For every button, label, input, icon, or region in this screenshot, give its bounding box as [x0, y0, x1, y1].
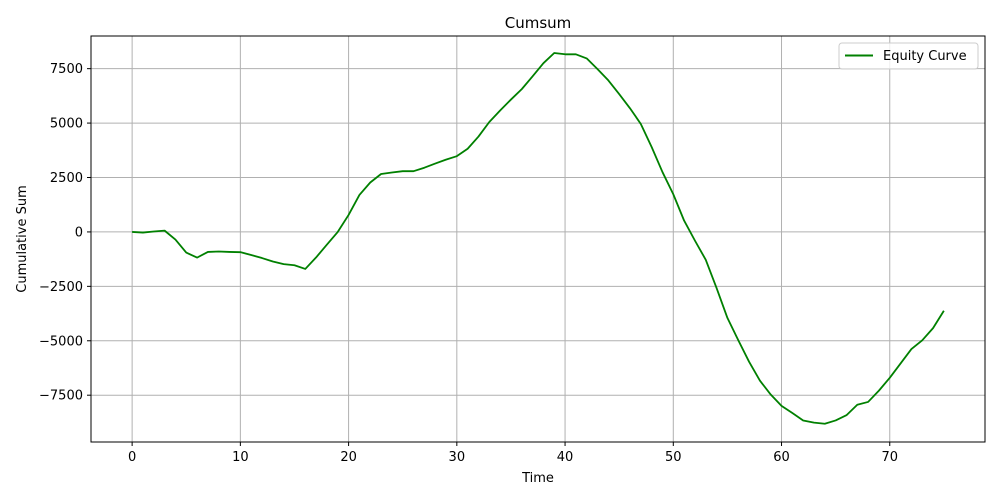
x-axis-label: Time [521, 471, 554, 486]
grid [91, 36, 985, 442]
x-tick-label: 60 [773, 450, 790, 465]
y-tick-label: 7500 [50, 62, 83, 77]
x-tick-label: 20 [340, 450, 357, 465]
y-tick-label: −7500 [39, 389, 83, 404]
plot-frame [90, 35, 986, 443]
x-tick-label: 30 [449, 450, 466, 465]
y-tick-label: 0 [75, 225, 83, 240]
series-layer [132, 52, 945, 425]
y-axis-label: Cumulative Sum [15, 185, 30, 293]
x-axis-ticks: 0 10 20 30 40 50 60 70 [128, 442, 898, 465]
x-tick-label: 10 [232, 450, 249, 465]
plot-area [91, 36, 985, 442]
x-tick-label: 50 [665, 450, 682, 465]
x-tick-label: 40 [557, 450, 574, 465]
chart-title: Cumsum [505, 14, 572, 32]
y-tick-label: −2500 [39, 280, 83, 295]
x-tick-label: 70 [881, 450, 898, 465]
series-line-equity-curve [132, 52, 945, 425]
legend: Equity Curve [838, 42, 979, 70]
legend-label: Equity Curve [883, 49, 967, 64]
legend-box [838, 42, 979, 70]
y-axis-ticks: −7500 −5000 −2500 0 2500 5000 7500 [39, 62, 91, 404]
x-tick-label: 0 [128, 450, 136, 465]
y-tick-label: −5000 [39, 334, 83, 349]
y-tick-label: 2500 [50, 171, 83, 186]
y-tick-label: 5000 [50, 117, 83, 132]
